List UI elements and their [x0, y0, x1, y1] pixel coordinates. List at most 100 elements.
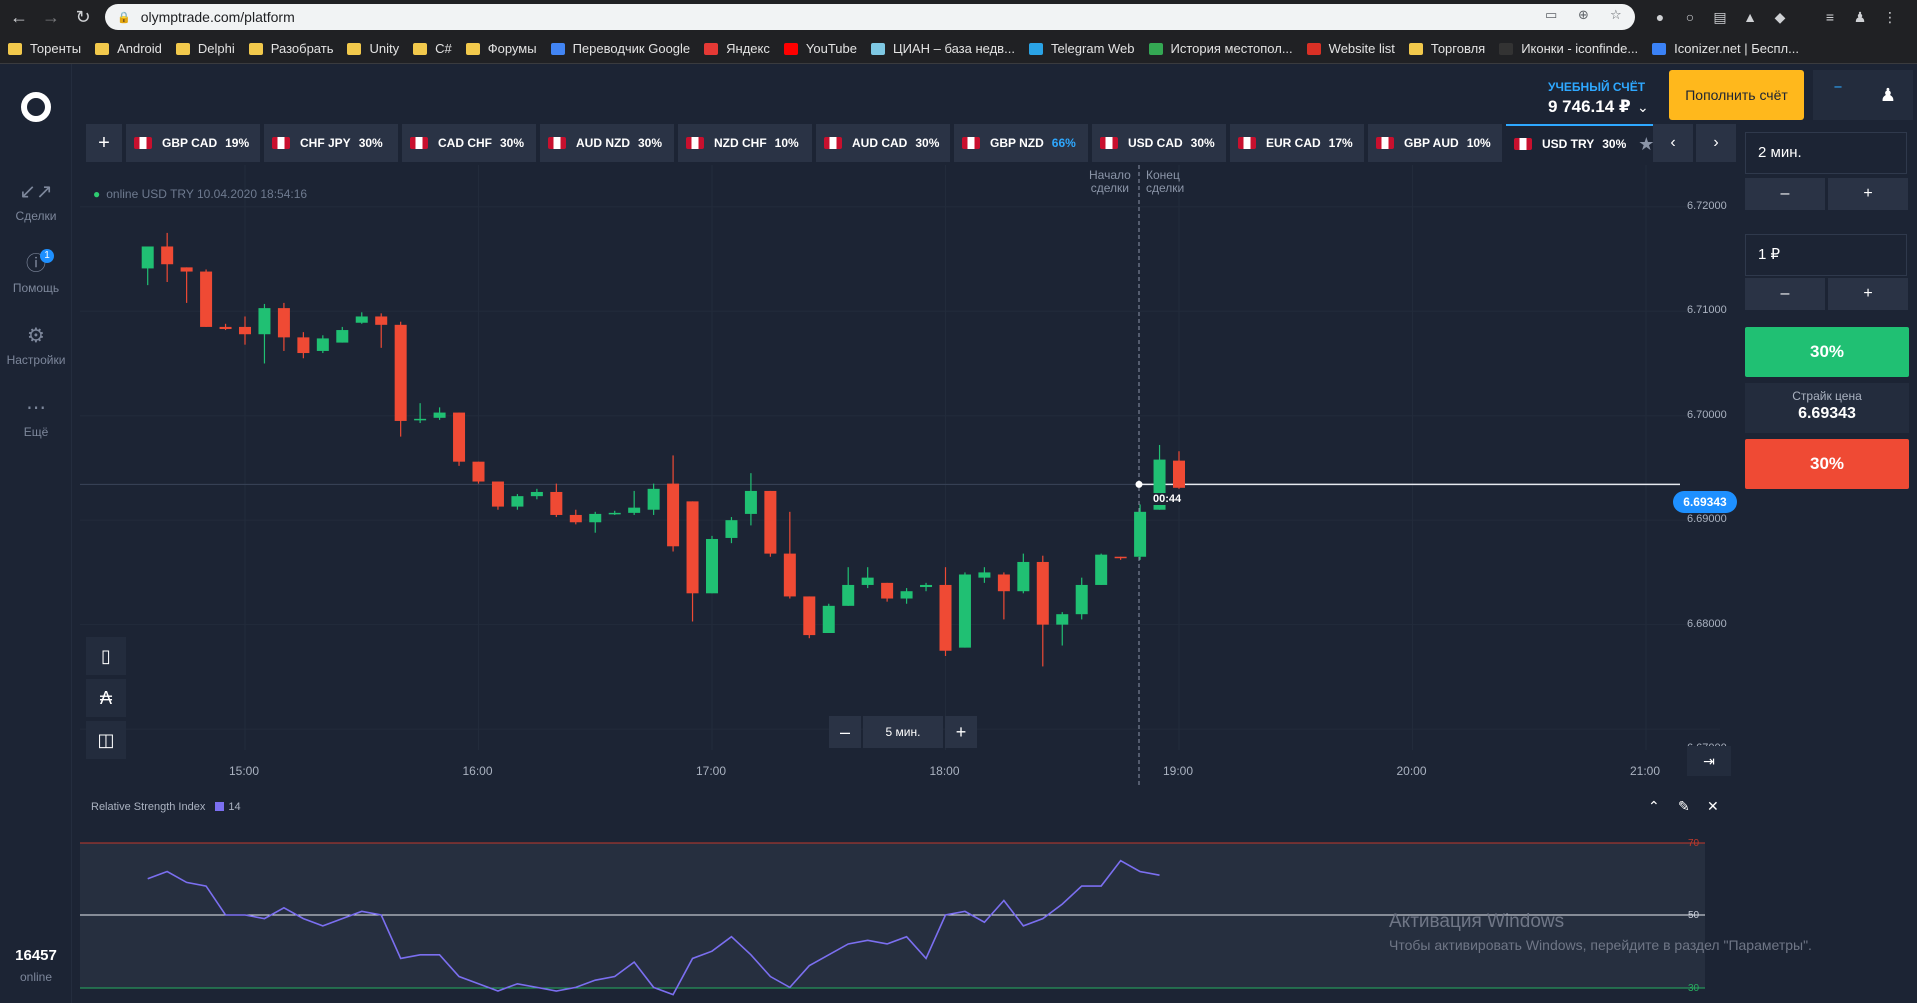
bookmark-item[interactable]: Unity: [347, 41, 399, 56]
zoom-out-button[interactable]: –: [829, 716, 861, 748]
sidebar-item-help[interactable]: ⓘ 1 Помощь: [0, 249, 72, 295]
layout-split-icon[interactable]: ◫: [86, 721, 126, 759]
tab-pair: GBP NZD: [990, 136, 1044, 150]
extension-icon[interactable]: ●: [1655, 9, 1665, 25]
menu-list-icon[interactable]: ≡: [1825, 9, 1835, 25]
bookmark-item[interactable]: Iconizer.net | Беспл...: [1652, 41, 1799, 56]
amount-plus-button[interactable]: +: [1828, 278, 1908, 310]
notification-badge: 1: [40, 249, 54, 263]
bookmark-label: Iconizer.net | Беспл...: [1674, 41, 1799, 56]
timeframe-value[interactable]: 5 мин.: [863, 716, 943, 748]
drawing-tools-icon[interactable]: ₳: [86, 679, 126, 717]
x-tick-label: 15:00: [229, 764, 260, 778]
bookmark-item[interactable]: C#: [413, 41, 452, 56]
tab-pair: CAD CHF: [438, 136, 492, 150]
amount-field[interactable]: 1 ₽: [1745, 234, 1907, 276]
address-bar[interactable]: 🔒 olymptrade.com/platform: [105, 4, 1635, 30]
candle-body: [900, 591, 913, 599]
vr-extension-icon[interactable]: ▤: [1713, 9, 1727, 25]
asset-tab-gbp-nzd[interactable]: GBP NZD 66%: [954, 124, 1088, 162]
bookmark-item[interactable]: Разобрать: [248, 41, 334, 56]
buy-up-button[interactable]: 30%: [1745, 327, 1909, 377]
asset-tab-nzd-chf[interactable]: NZD CHF 10%: [678, 124, 812, 162]
bookmark-label: Telegram Web: [1050, 41, 1135, 56]
candle-body: [180, 267, 193, 272]
asset-tab-chf-jpy[interactable]: CHF JPY 30%: [264, 124, 398, 162]
bookmark-item[interactable]: Форумы: [465, 41, 537, 56]
sidebar-item-more[interactable]: ⋯ Ещё: [0, 395, 72, 439]
car-extension-icon[interactable]: ▲: [1743, 9, 1757, 25]
bookmark-item[interactable]: ЦИАН – база недв...: [870, 41, 1015, 56]
bookmark-item[interactable]: Торговля: [1408, 41, 1485, 56]
bookmark-item[interactable]: Android: [95, 41, 162, 56]
sidebar-item-trades[interactable]: ↙↗ Сделки: [0, 179, 72, 223]
strike-label: Страйк цена: [1792, 389, 1862, 403]
duration-field[interactable]: 2 мин.: [1745, 132, 1907, 174]
cast-icon[interactable]: ▭: [1545, 7, 1558, 22]
collapse-icon[interactable]: ⌃: [1648, 798, 1660, 814]
add-asset-button[interactable]: +: [86, 124, 122, 162]
bookmark-item[interactable]: YouTube: [783, 41, 857, 56]
asset-tab-usd-try[interactable]: USD TRY 30% ★: [1506, 124, 1656, 162]
chevron-down-icon[interactable]: ⌄: [1637, 99, 1649, 115]
chart-type-icon[interactable]: ▯: [86, 637, 126, 675]
asset-tab-aud-nzd[interactable]: AUD NZD 30%: [540, 124, 674, 162]
online-label: online: [19, 970, 53, 984]
close-icon[interactable]: ✕: [1707, 798, 1719, 814]
bookmark-label: C#: [435, 41, 452, 56]
user-profile-icon[interactable]: ♟: [1863, 70, 1913, 120]
x-tick-label: 17:00: [696, 764, 727, 778]
bookmark-item[interactable]: Telegram Web: [1028, 41, 1135, 56]
bookmark-item[interactable]: Иконки - iconfinde...: [1499, 41, 1638, 56]
scroll-to-now-icon[interactable]: ⇥: [1687, 746, 1731, 776]
asset-tab-gbp-aud[interactable]: GBP AUD 10%: [1368, 124, 1502, 162]
account-balance[interactable]: 9 746.14 ₽: [1548, 97, 1631, 116]
bookmark-item[interactable]: Яндекс: [704, 41, 770, 56]
edit-icon[interactable]: ✎: [1678, 798, 1690, 814]
duration-minus-button[interactable]: –: [1745, 178, 1825, 210]
tabs-next-button[interactable]: ›: [1696, 124, 1736, 162]
kebab-menu-icon[interactable]: ⋮: [1883, 9, 1897, 25]
favorite-star-icon[interactable]: ★: [1638, 133, 1655, 154]
bookmark-item[interactable]: История местопол...: [1148, 41, 1293, 56]
bookmark-star-icon[interactable]: ☆: [1610, 7, 1622, 22]
sidebar-item-settings[interactable]: ⚙ Настройки: [0, 323, 72, 367]
tabs-prev-button[interactable]: ‹: [1653, 124, 1693, 162]
bookmark-item[interactable]: Delphi: [175, 41, 235, 56]
account-type-label[interactable]: УЧЕБНЫЙ СЧЁТ: [1548, 80, 1646, 94]
add-icon[interactable]: ⊕: [1578, 7, 1589, 22]
asset-tab-gbp-cad[interactable]: GBP CAD 19%: [126, 124, 260, 162]
asset-tab-cad-chf[interactable]: CAD CHF 30%: [402, 124, 536, 162]
timeframe-control: – 5 мин. +: [829, 716, 977, 748]
candle-body: [491, 481, 504, 507]
candle-body: [1017, 561, 1030, 592]
forward-arrow-icon[interactable]: →: [42, 7, 60, 27]
asset-tab-aud-cad[interactable]: AUD CAD 30%: [816, 124, 950, 162]
chat-extension-icon[interactable]: ○: [1685, 9, 1695, 25]
tab-pair: GBP CAD: [162, 136, 218, 150]
sell-down-button[interactable]: 30%: [1745, 439, 1909, 489]
profile-extension-icon[interactable]: ♟: [1853, 9, 1867, 25]
bookmark-label: Разобрать: [270, 41, 334, 56]
back-arrow-icon[interactable]: ←: [10, 7, 28, 27]
bookmark-item[interactable]: Переводчик Google: [550, 41, 690, 56]
reload-icon[interactable]: ↻: [75, 7, 91, 27]
bookmark-item[interactable]: Website list: [1306, 41, 1395, 56]
bookmark-item[interactable]: Торенты: [8, 41, 81, 56]
status-indicator-icon[interactable]: ‾: [1813, 70, 1863, 120]
zoom-in-button[interactable]: +: [945, 716, 977, 748]
deposit-button[interactable]: Пополнить счёт: [1669, 70, 1804, 120]
amount-minus-button[interactable]: –: [1745, 278, 1825, 310]
olymptrade-logo[interactable]: [21, 92, 51, 122]
trades-icon: ↙↗: [19, 181, 53, 203]
candle-body: [316, 338, 329, 351]
candle-body: [608, 512, 621, 515]
tab-pair: USD CAD: [1128, 136, 1183, 150]
shield-extension-icon[interactable]: ◆: [1774, 9, 1786, 25]
bookmark-folder-icon: [95, 42, 110, 55]
sidebar: ↙↗ Сделки ⓘ 1 Помощь ⚙ Настройки ⋯ Ещё 1…: [0, 64, 72, 1003]
asset-tab-eur-cad[interactable]: EUR CAD 17%: [1230, 124, 1364, 162]
asset-tab-usd-cad[interactable]: USD CAD 30%: [1092, 124, 1226, 162]
duration-plus-button[interactable]: +: [1828, 178, 1908, 210]
